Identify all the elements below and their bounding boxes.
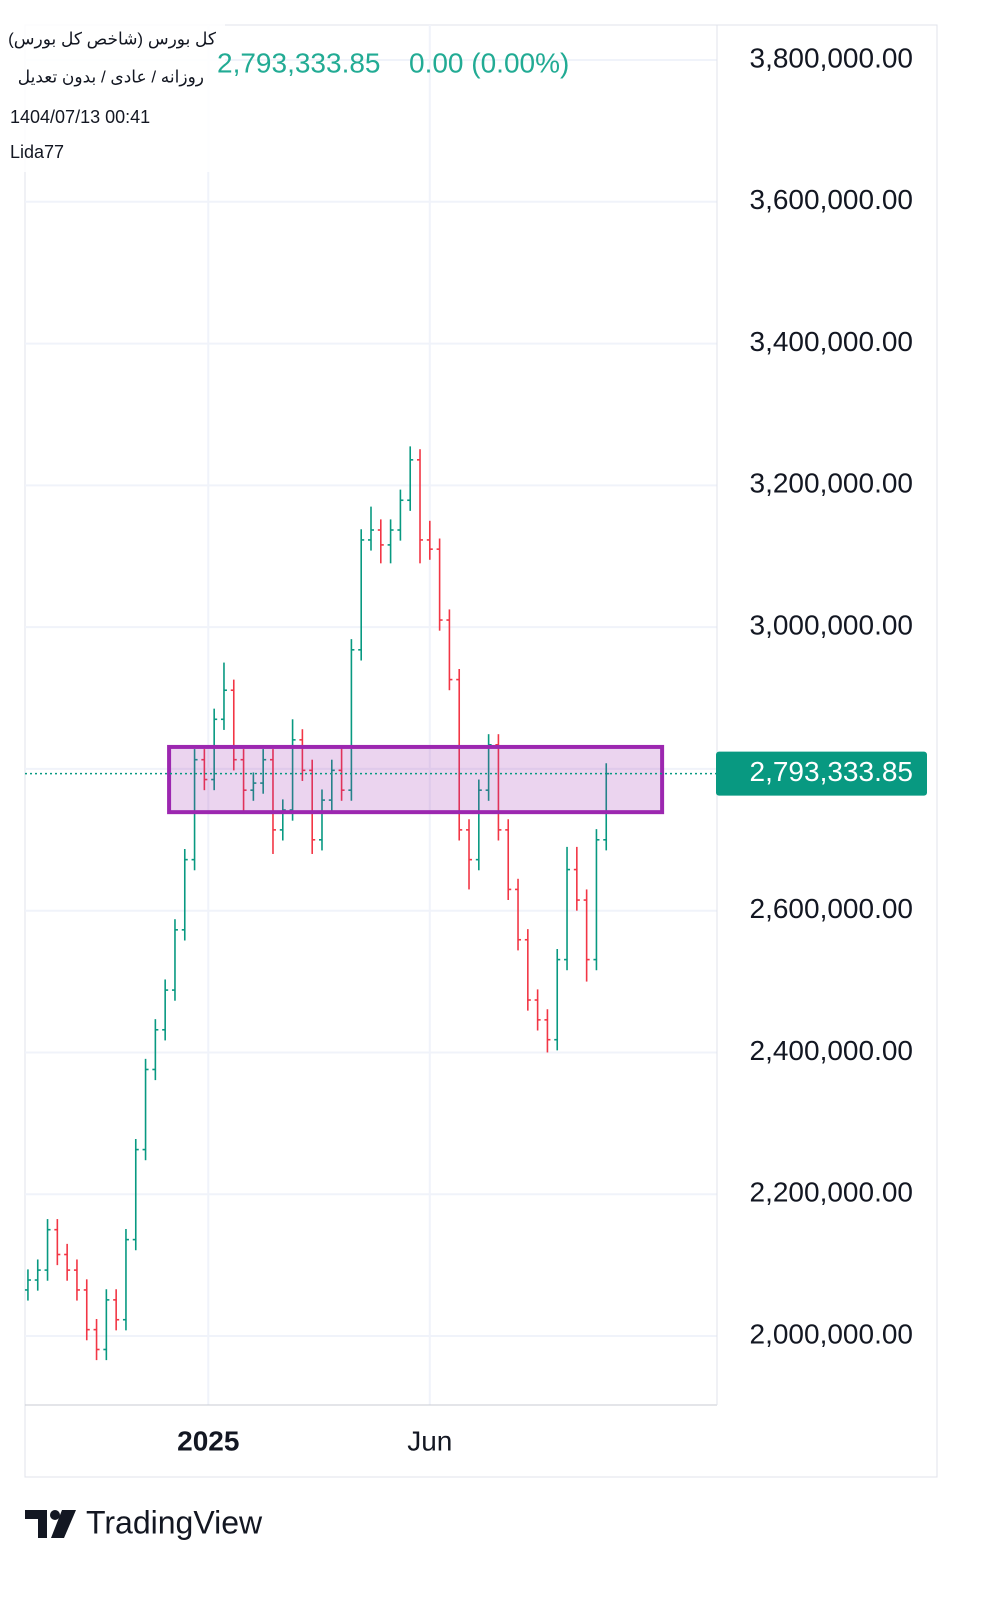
y-tick-label: 3,800,000.00: [750, 42, 914, 73]
last-price-label: 2,793,333.85: [750, 756, 914, 787]
header-change: 0.00 (0.00%): [409, 47, 569, 78]
x-tick-label: Jun: [407, 1425, 452, 1456]
highlight-zone: [167, 744, 665, 815]
logo-mark: [50, 1510, 60, 1520]
timestamp: 1404/07/13 00:41: [10, 107, 150, 127]
logo: [25, 1510, 76, 1538]
y-tick-label: 3,400,000.00: [750, 326, 914, 357]
y-tick-label: 3,000,000.00: [750, 610, 914, 641]
legend-bg: [0, 22, 225, 172]
symbol-subtitle: روزانه / عادی / بدون تعدیل: [18, 67, 204, 86]
logo-mark: [25, 1510, 47, 1538]
logo-mark: [51, 1510, 76, 1538]
y-tick-label: 2,400,000.00: [750, 1035, 914, 1066]
y-tick-label: 2,200,000.00: [750, 1177, 914, 1208]
header-price: 2,793,333.85: [217, 47, 381, 78]
author: Lida77: [10, 142, 64, 162]
y-tick-label: 3,600,000.00: [750, 184, 914, 215]
last-price-box: [716, 751, 927, 796]
x-tick-label: 2025: [177, 1425, 239, 1456]
y-tick-label: 2,000,000.00: [750, 1318, 914, 1349]
y-tick-label: 2,600,000.00: [750, 893, 914, 924]
brand: TradingView: [86, 1504, 263, 1540]
y-tick-label: 3,200,000.00: [750, 468, 914, 499]
chart-frame: [24, 24, 938, 1478]
symbol-title: کل بورس (شاخص کل بورس): [8, 29, 217, 48]
